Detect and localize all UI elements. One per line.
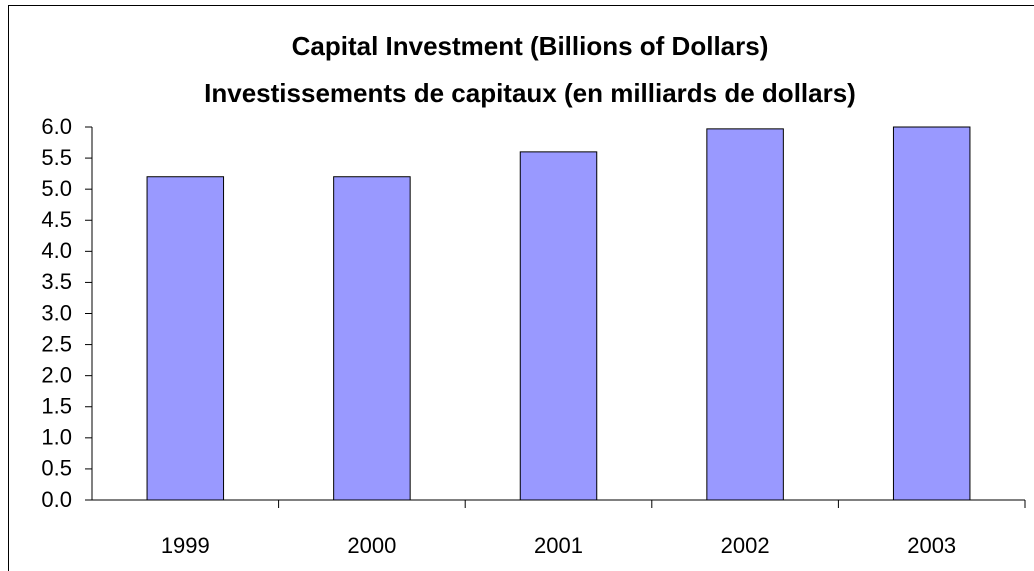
chart-title: Capital Investment (Billions of Dollars): [292, 31, 769, 61]
x-tick-label: 2001: [534, 533, 583, 558]
y-tick-label: 2.5: [41, 331, 72, 356]
y-tick-label: 3.0: [41, 300, 72, 325]
chart-subtitle: Investissements de capitaux (en milliard…: [204, 78, 856, 108]
y-tick-label: 1.0: [41, 425, 72, 450]
bar: [146, 176, 225, 501]
y-tick-label: 0.5: [41, 456, 72, 481]
x-tick-label: 1999: [161, 533, 210, 558]
y-tick-label: 5.0: [41, 176, 72, 201]
x-tick-label: 2003: [907, 533, 956, 558]
bar: [519, 151, 598, 501]
x-tick-label: 2002: [721, 533, 770, 558]
y-tick-label: 4.0: [41, 238, 72, 263]
y-tick-label: 4.5: [41, 207, 72, 232]
bar: [892, 126, 971, 501]
y-tick-label: 3.5: [41, 269, 72, 294]
y-tick-label: 5.5: [41, 145, 72, 170]
y-tick-label: 0.0: [41, 487, 72, 512]
y-tick-label: 1.5: [41, 394, 72, 419]
x-tick-label: 2000: [347, 533, 396, 558]
bar: [333, 176, 411, 501]
y-tick-label: 2.0: [41, 362, 72, 387]
bar: [706, 128, 784, 501]
y-tick-label: 6.0: [41, 114, 72, 139]
